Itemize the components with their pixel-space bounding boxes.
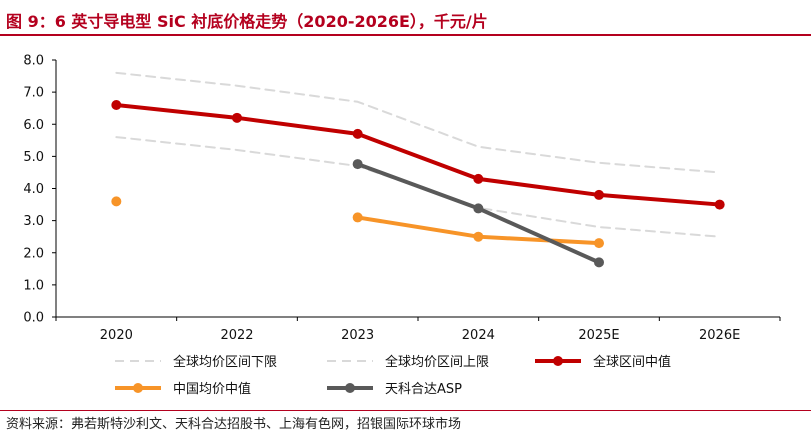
price-trend-chart: 0.0 1.0 2.0 3.0 4.0 5.0 6.0 7.0 8.0 2020 2022 2023 2…: [23, 54, 781, 397]
data-point: [352, 128, 363, 139]
y-tick-label: 5.0: [23, 150, 44, 165]
x-tick-label: 2020: [100, 328, 133, 343]
data-point: [352, 159, 363, 170]
data-point: [111, 196, 122, 207]
data-point: [594, 189, 604, 200]
y-tick-label: 2.0: [23, 246, 44, 261]
series-4: [352, 159, 604, 268]
x-tick-label: 2026E: [699, 328, 740, 343]
x-tick-label: 2025E: [578, 328, 619, 343]
legend-swatch-marker: [345, 383, 355, 393]
legend-label: 中国均价中值: [173, 381, 251, 397]
series-3: [111, 196, 604, 249]
x-tick-label: 2023: [341, 328, 374, 343]
y-tick-label: 7.0: [23, 86, 44, 101]
legend-label: 全球区间中值: [593, 354, 671, 370]
source-note: 资料来源：弗若斯特沙利文、天科合达招股书、上海有色网，招银国际环球市场: [6, 417, 462, 432]
series-line: [115, 71, 721, 174]
series-line: [114, 102, 722, 207]
legend-swatch-marker: [553, 356, 563, 366]
legend-label: 全球均价区间上限: [385, 354, 489, 370]
y-tick-label: 6.0: [23, 118, 44, 133]
data-point: [473, 231, 484, 242]
data-point: [473, 173, 484, 184]
page-title: 图 9：6 英寸导电型 SiC 衬底价格走势（2020-2026E），千元/片: [6, 12, 488, 31]
legend-item-1: 全球均价区间上限: [327, 354, 489, 370]
data-point: [594, 238, 604, 249]
data-point: [111, 99, 122, 110]
x-tick-label: 2024: [462, 328, 495, 343]
y-tick-label: 8.0: [23, 54, 44, 69]
series-2: [111, 99, 725, 210]
source-divider: [0, 410, 811, 411]
series-1: [115, 71, 721, 174]
data-point: [714, 199, 725, 210]
chart-series: [111, 71, 725, 268]
title-divider: [0, 34, 811, 36]
y-tick-label: 3.0: [23, 214, 44, 229]
legend-item-4: 天科合达ASP: [327, 382, 462, 397]
y-tick-label: 1.0: [23, 278, 44, 293]
y-tick-label: 0.0: [23, 311, 44, 326]
legend-label: 天科合达ASP: [385, 382, 462, 397]
legend-item-2: 全球区间中值: [535, 354, 671, 370]
legend-item-0: 全球均价区间下限: [115, 354, 277, 370]
legend-label: 全球均价区间下限: [173, 354, 277, 370]
y-tick-label: 4.0: [23, 182, 44, 197]
legend-item-3: 中国均价中值: [115, 381, 251, 397]
chart-axes: 0.0 1.0 2.0 3.0 4.0 5.0 6.0 7.0 8.0 2020 2022 2023 2…: [23, 54, 781, 343]
data-point: [473, 203, 484, 214]
data-point: [594, 257, 604, 268]
x-tick-label: 2022: [220, 328, 253, 343]
data-point: [232, 112, 242, 123]
legend-swatch-marker: [133, 383, 143, 393]
data-point: [352, 212, 363, 223]
